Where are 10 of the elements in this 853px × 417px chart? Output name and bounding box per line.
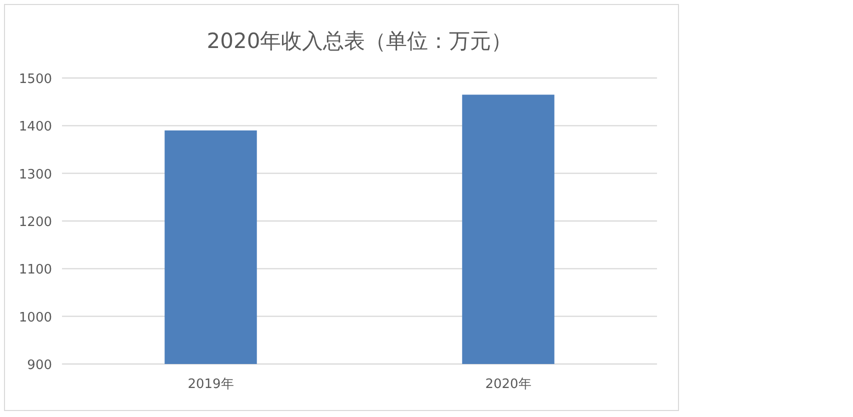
y-tick-label: 900 [27,358,52,373]
y-tick-label: 1300 [18,167,52,182]
chart-title: 2020年收入总表（单位：万元） [206,29,512,53]
x-tick-label: 2020年 [485,377,532,392]
y-tick-label: 1400 [18,120,52,135]
y-tick-label: 1500 [18,72,52,87]
y-tick-label: 1000 [18,310,52,326]
y-tick-label: 1100 [18,262,52,278]
x-tick-label: 2019年 [188,377,234,392]
y-tick-label: 1200 [18,215,52,230]
